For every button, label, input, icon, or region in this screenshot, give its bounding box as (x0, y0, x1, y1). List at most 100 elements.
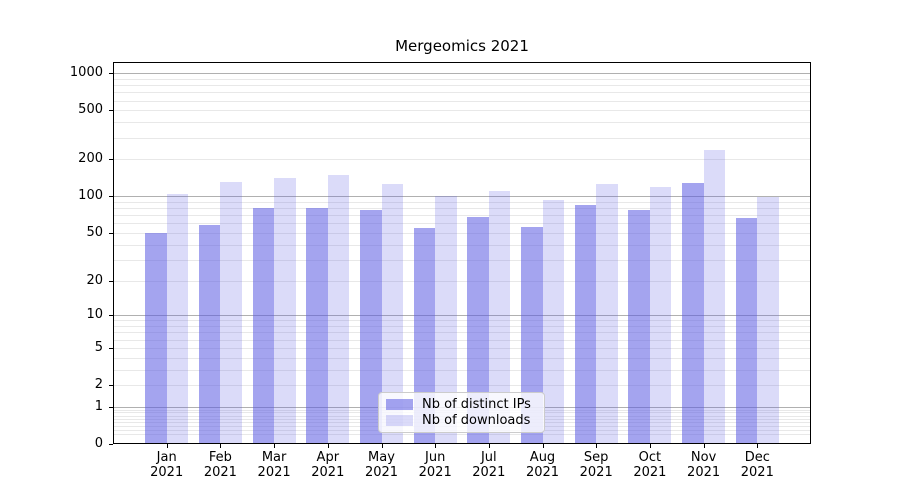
gridline-minor (113, 78, 811, 80)
x-axis-label-month: Jun (425, 450, 446, 465)
y-axis-tick-label: 50 (86, 224, 103, 240)
x-axis-label-year: 2021 (633, 465, 667, 480)
y-axis-tick (109, 385, 113, 386)
gridline-minor (113, 223, 811, 225)
x-axis-label-year: 2021 (687, 465, 721, 480)
bar-distinct-ips-may (360, 209, 382, 444)
x-axis-tick (327, 444, 329, 448)
bar-downloads-jan (166, 193, 189, 444)
bar-downloads-oct (649, 186, 672, 444)
gridline-minor (113, 201, 811, 203)
x-axis-label-year: 2021 (418, 465, 452, 480)
bar-downloads-jul (488, 191, 511, 444)
gridline-major (113, 315, 811, 317)
x-axis-label: Apr 2021 (288, 450, 368, 480)
x-axis-label: Oct 2021 (610, 450, 690, 480)
gridline-minor (113, 320, 811, 322)
gridline-minor (113, 208, 811, 210)
x-axis-label-month: Jan (156, 450, 177, 465)
legend-item-downloads: Nb of downloads (386, 413, 537, 428)
gridline-major (113, 73, 811, 75)
plot-area: Nb of distinct IPs Nb of downloads (113, 62, 811, 444)
bar-distinct-ips-oct (628, 210, 650, 444)
y-axis-tick (109, 110, 113, 112)
gridline-minor (113, 434, 811, 436)
y-axis-tick (109, 73, 113, 75)
y-axis-tick (109, 444, 113, 445)
y-axis-tick (109, 196, 113, 198)
x-axis-label-year: 2021 (364, 465, 399, 480)
legend-item-distinct-ips: Nb of distinct IPs (386, 397, 537, 412)
x-axis-label-month: Sep (583, 450, 609, 465)
bar-distinct-ips-jan (145, 232, 167, 444)
y-axis-tick-label: 100 (78, 188, 103, 204)
y-axis-tick (109, 315, 113, 317)
gridline-minor (113, 232, 811, 234)
bar-downloads-nov (703, 150, 726, 444)
x-axis-label-year: 2021 (311, 465, 345, 480)
gridline-minor (113, 244, 811, 246)
bar-distinct-ips-mar (252, 207, 275, 444)
x-axis-label: Sep 2021 (556, 450, 636, 480)
x-axis-label-year: 2021 (579, 465, 613, 480)
gridline-minor (113, 339, 811, 341)
x-axis-tick (166, 444, 168, 448)
x-axis-tick (488, 444, 490, 448)
legend-label-distinct-ips: Nb of distinct IPs (422, 396, 531, 412)
legend-label-downloads: Nb of downloads (422, 413, 531, 429)
gridline-minor (113, 215, 811, 217)
x-axis-tick (435, 444, 437, 448)
bar-distinct-ips-jul (467, 216, 489, 444)
x-axis-tick (596, 444, 598, 448)
x-axis-label: Jul 2021 (449, 450, 529, 480)
x-axis-label-year: 2021 (150, 465, 184, 480)
x-axis-label-month: Aug (529, 450, 556, 465)
y-axis-tick-label: 200 (78, 151, 103, 167)
x-axis-tick (274, 444, 276, 448)
legend-swatch-downloads (386, 415, 413, 427)
gridline-minor (113, 159, 811, 161)
y-axis-tick-label: 2 (94, 377, 103, 392)
bar-downloads-feb (220, 181, 242, 444)
y-axis-tick (109, 406, 113, 408)
gridline-minor (113, 357, 811, 359)
gridline-minor (113, 280, 811, 282)
legend: Nb of distinct IPs Nb of downloads (378, 392, 545, 433)
gridline-major (113, 196, 811, 198)
gridline-minor (113, 110, 811, 112)
y-axis-tick-label: 0 (94, 436, 103, 451)
x-axis-tick (220, 444, 222, 448)
x-axis-label: Dec 2021 (717, 450, 797, 480)
x-axis-label: May 2021 (342, 450, 422, 480)
y-axis-tick-label: 10 (86, 307, 103, 323)
x-axis-label: Feb 2021 (180, 450, 260, 480)
x-axis-label-month: Oct (638, 450, 662, 465)
x-axis-label-month: Apr (316, 450, 340, 465)
gridline-minor (113, 92, 811, 94)
x-axis-label-month: Nov (690, 450, 717, 465)
bar-downloads-may (381, 184, 403, 444)
y-axis-tick (109, 280, 113, 282)
bar-downloads-jun (435, 196, 457, 444)
gridline-minor (113, 369, 811, 371)
x-axis-label-year: 2021 (257, 465, 291, 480)
bar-distinct-ips-nov (682, 182, 704, 444)
x-axis-label-month: Mar (261, 450, 287, 465)
gridline-minor (113, 137, 811, 139)
gridline-minor (113, 100, 811, 102)
x-axis-label-year: 2021 (525, 465, 560, 480)
x-axis-tick (703, 444, 705, 448)
bar-distinct-ips-sep (574, 204, 597, 444)
bar-downloads-mar (274, 177, 296, 444)
gridline-minor (113, 326, 811, 328)
y-axis-tick (109, 159, 113, 161)
legend-swatch-distinct-ips (386, 398, 413, 410)
bar-downloads-aug (542, 200, 564, 444)
x-axis-label: Aug 2021 (503, 450, 583, 480)
x-axis-label: Jun 2021 (395, 450, 475, 480)
x-axis-label-year: 2021 (472, 465, 506, 480)
bar-distinct-ips-feb (198, 225, 221, 444)
y-axis-tick-label: 500 (78, 102, 103, 118)
gridline-minor (113, 347, 811, 349)
